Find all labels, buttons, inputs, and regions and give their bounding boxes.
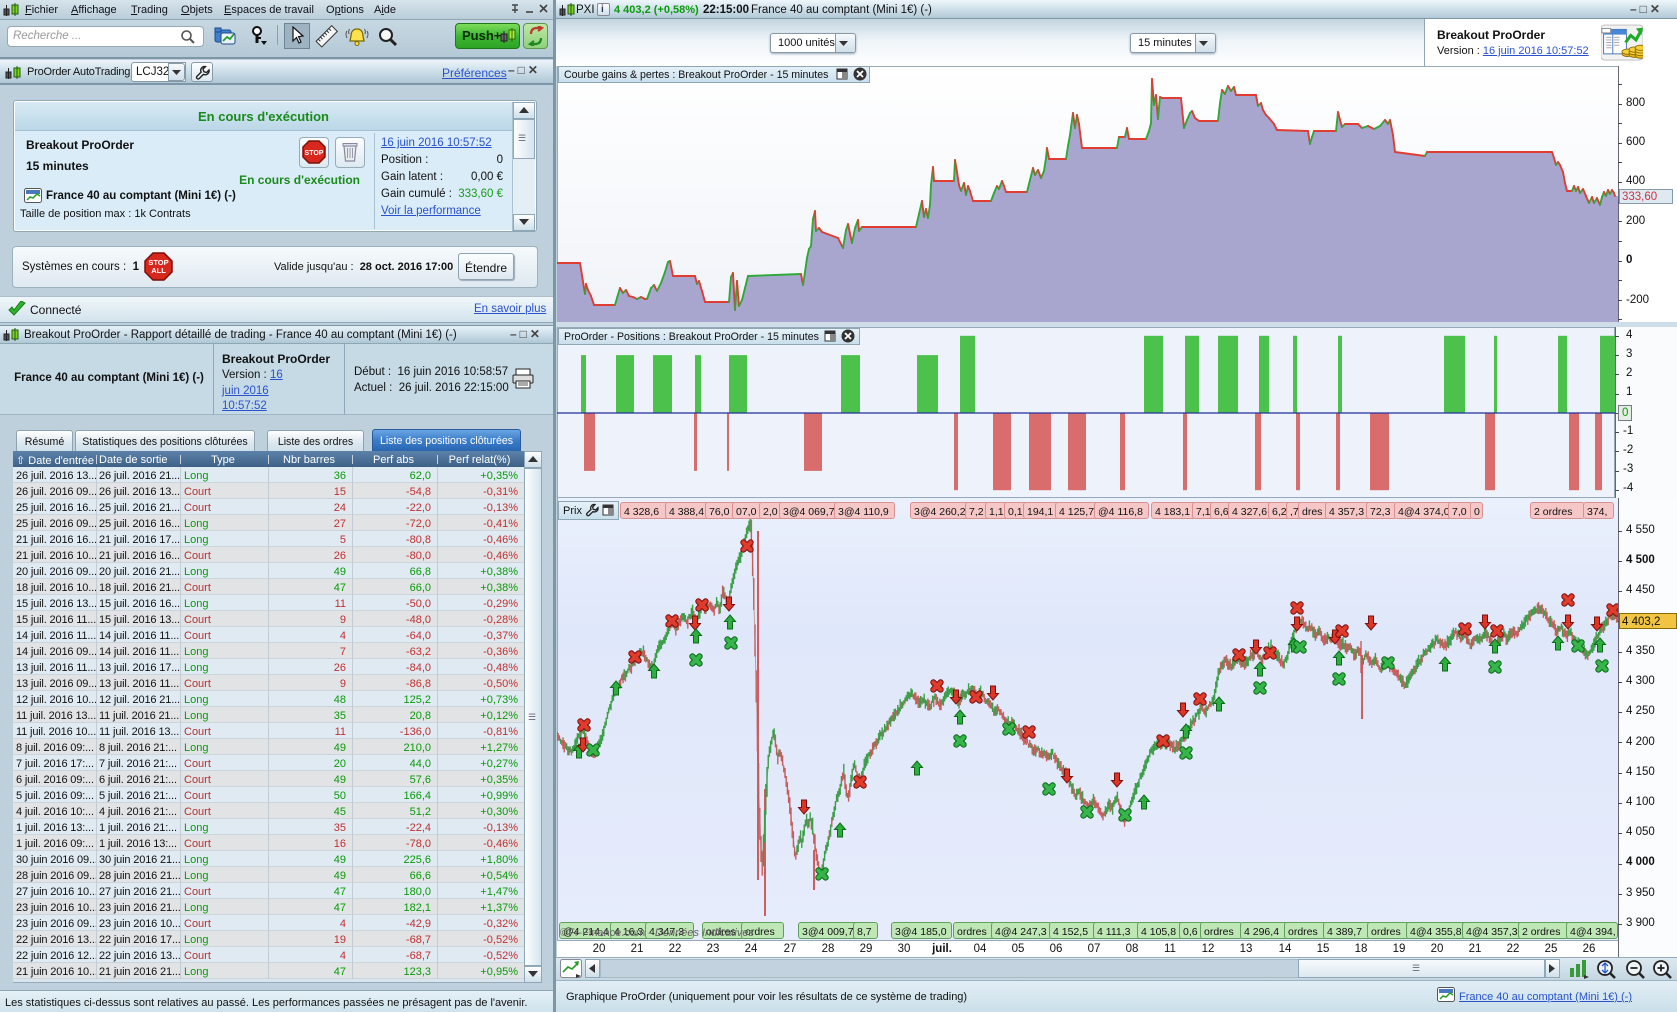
svg-text:STOP: STOP [305,150,324,157]
svg-text:STOP: STOP [148,258,168,267]
svg-text:ALL: ALL [151,266,166,275]
